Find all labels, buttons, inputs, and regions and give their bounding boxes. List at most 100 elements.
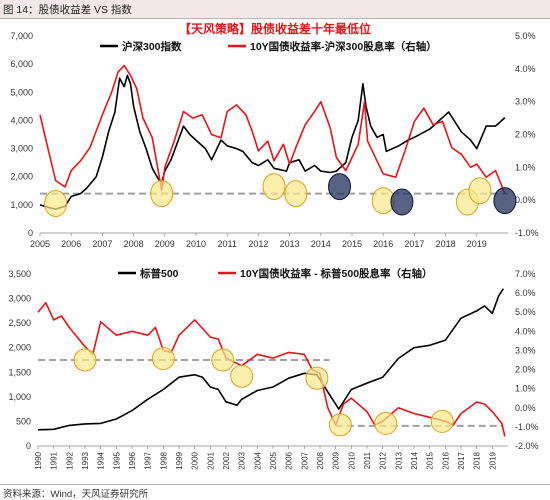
- low-point-marker-yellow: [284, 180, 308, 208]
- x-tick-label: 2010: [347, 451, 356, 469]
- y-left-tick-label: 3,000: [10, 144, 33, 154]
- figure-footer: 资料来源：Wind，天风证券研究所: [0, 484, 550, 500]
- chart-title: 【天风策略】股债收益差十年最低位: [179, 21, 371, 36]
- chart-hs300: 【天风策略】股债收益差十年最低位 0 1,000 2,000 3,000 4,000 5,0…: [10, 21, 539, 249]
- y-left-tick-label: 3,000: [8, 294, 31, 304]
- x-tick-label: 1995: [112, 451, 121, 469]
- y-left-tick-label: 2,000: [8, 343, 31, 353]
- y-left-tick-label: 7,000: [10, 31, 33, 41]
- low-point-marker-yellow: [211, 348, 235, 372]
- x-tick-label: 2007: [300, 451, 309, 469]
- y-right-tick-label: 2.0%: [515, 365, 536, 375]
- x-tick-label: 2012: [248, 239, 268, 249]
- x-tick-label: 2006: [285, 451, 294, 469]
- legend-label: 标普500: [139, 267, 179, 280]
- low-point-marker-yellow: [44, 189, 68, 217]
- y-right-tick-label: 3.0%: [515, 345, 536, 355]
- x-tick-label: 2016: [373, 239, 393, 249]
- x-tick-label: 1993: [81, 451, 90, 469]
- y-left-tick-label: 1,000: [10, 200, 33, 210]
- legend-label: 沪深300指数: [122, 40, 182, 53]
- x-tick-label: 2000: [191, 451, 200, 469]
- index-series-line: [37, 288, 504, 431]
- y-right-tick-label: 5.0%: [515, 31, 536, 41]
- y-left-tick-label: 500: [16, 416, 31, 426]
- y-left-tick-label: 2,500: [8, 318, 31, 328]
- x-tick-label: 2008: [316, 451, 325, 469]
- y-right-tick-label: 1.0%: [515, 162, 536, 172]
- chart-sp500: 0 500 1,000 1,500 2,000 2,500 3,000 3,500 -2.0% -…: [8, 267, 539, 470]
- low-point-marker-yellow: [374, 411, 398, 435]
- y-right-tick-label: 1.0%: [515, 384, 536, 394]
- y-left-tick-label: 5,000: [10, 87, 33, 97]
- x-tick-label: 2001: [206, 451, 215, 469]
- x-tick-label: 2009: [332, 451, 341, 469]
- x-tick-label: 2004: [253, 451, 262, 469]
- low-point-marker-yellow: [73, 348, 97, 372]
- y-right-tick-label: 5.0%: [515, 307, 536, 317]
- y-right-tick-label: 3.0%: [515, 97, 536, 107]
- y-left-tick-label: 2,000: [10, 172, 33, 182]
- x-tick-label: 2007: [92, 239, 112, 249]
- x-tick-label: 2013: [280, 239, 300, 249]
- low-point-marker-navy: [328, 173, 352, 201]
- x-tick-label: 2011: [218, 239, 237, 249]
- x-tick-label: 2012: [379, 451, 388, 469]
- x-tick-label: 2009: [155, 239, 175, 249]
- x-tick-label: 2005: [269, 451, 278, 469]
- y-right-tick-label: 4.0%: [515, 326, 536, 336]
- x-tick-label: 1990: [34, 451, 43, 469]
- x-tick-label: 2006: [61, 239, 81, 249]
- x-tick-label: 1996: [128, 451, 137, 469]
- x-tick-label: 2019: [488, 451, 497, 469]
- y-right-tick-label: -1.0%: [515, 228, 539, 238]
- y-left-tick-label: 0: [28, 228, 33, 238]
- x-tick-label: 2013: [394, 451, 403, 469]
- x-tick-label: 2018: [436, 239, 456, 249]
- x-tick-label: 2016: [441, 451, 450, 469]
- y-right-tick-label: 6.0%: [515, 288, 536, 298]
- x-tick-label: 2017: [404, 239, 424, 249]
- x-tick-label: 1997: [144, 451, 153, 469]
- low-point-marker-yellow: [230, 364, 254, 388]
- y-left-tick-label: 6,000: [10, 59, 33, 69]
- figure-header: 图 14：股债收益差 VS 指数: [0, 0, 550, 19]
- x-tick-label: 2008: [124, 239, 144, 249]
- spread-series-line: [39, 64, 506, 194]
- low-point-marker-yellow: [328, 413, 352, 437]
- figure-label: 图 14：股债收益差 VS 指数: [3, 4, 132, 16]
- y-right-tick-label: 4.0%: [515, 64, 536, 74]
- y-right-tick-label: 0.0%: [515, 403, 536, 413]
- x-tick-label: 2015: [342, 239, 362, 249]
- x-tick-label: 1992: [65, 451, 74, 469]
- x-tick-label: 1998: [159, 451, 168, 469]
- x-tick-label: 2018: [473, 451, 482, 469]
- y-left-tick-label: 0: [26, 441, 31, 451]
- legend-label: 10Y国债收益率-沪深300股息率（右轴）: [250, 40, 437, 53]
- x-tick-label: 2017: [457, 451, 466, 469]
- x-tick-label: 1999: [175, 451, 184, 469]
- low-point-marker-navy: [390, 188, 414, 216]
- x-tick-label: 2011: [363, 451, 372, 469]
- y-right-tick-label: 2.0%: [515, 130, 536, 140]
- y-left-tick-label: 4,000: [10, 115, 33, 125]
- y-left-tick-label: 1,500: [8, 367, 31, 377]
- low-point-marker-yellow: [430, 409, 454, 433]
- low-point-marker-yellow: [468, 177, 492, 205]
- low-point-marker-yellow: [150, 180, 174, 208]
- x-tick-label: 2002: [222, 451, 231, 469]
- x-tick-label: 2015: [426, 451, 435, 469]
- x-tick-label: 2010: [186, 239, 206, 249]
- low-point-marker-yellow: [151, 347, 175, 371]
- y-left-tick-label: 1,000: [8, 392, 31, 402]
- x-tick-label: 2019: [467, 239, 487, 249]
- source-note: 资料来源：Wind，天风证券研究所: [3, 489, 149, 500]
- x-tick-label: 2005: [30, 239, 50, 249]
- x-tick-label: 1991: [50, 451, 59, 469]
- y-right-tick-label: 7.0%: [515, 269, 536, 279]
- y-right-tick-label: -2.0%: [515, 441, 539, 451]
- low-point-marker-yellow: [305, 366, 329, 390]
- x-tick-label: 2003: [238, 451, 247, 469]
- x-tick-label: 2014: [410, 451, 419, 469]
- x-tick-label: 1994: [97, 451, 106, 469]
